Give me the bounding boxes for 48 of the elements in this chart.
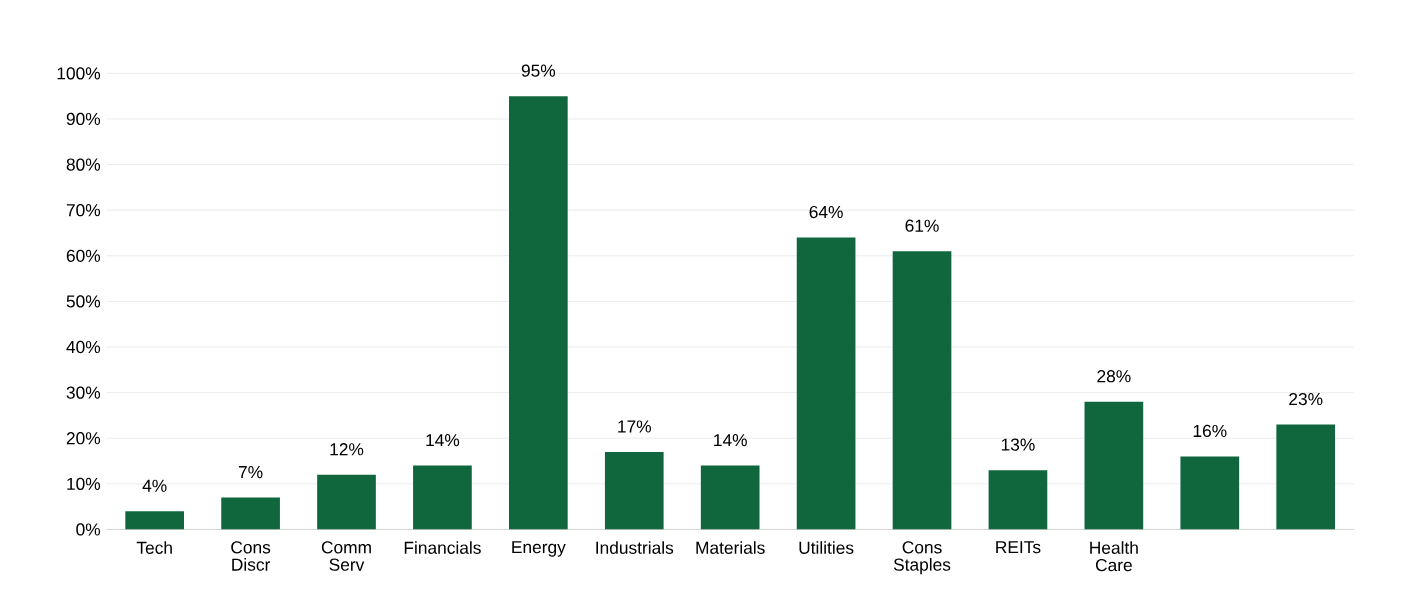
- y-tick-label: 10%: [67, 477, 101, 491]
- data-label: 13%: [1001, 438, 1035, 451]
- y-tick-label: 20%: [66, 432, 101, 445]
- data-label: 14%: [426, 434, 460, 447]
- y-tick-label: 30%: [66, 386, 101, 399]
- bar: [221, 497, 280, 530]
- bar: [509, 96, 568, 530]
- x-tick-label: Cons Staples: [893, 541, 951, 575]
- x-tick-label: Tech: [136, 541, 172, 555]
- data-label: 61%: [905, 219, 939, 232]
- x-tick-label: REITs: [996, 541, 1041, 554]
- data-label: 4%: [142, 479, 167, 492]
- bar: [1276, 424, 1336, 530]
- bar: [604, 452, 664, 530]
- x-tick-label: Energy: [512, 541, 566, 557]
- bar: [317, 474, 376, 530]
- data-label: 7%: [238, 466, 263, 479]
- y-tick-label: 70%: [66, 204, 101, 217]
- x-tick-label: Materials: [696, 541, 765, 555]
- bar: [796, 237, 856, 530]
- bar: [988, 470, 1048, 530]
- x-tick-label: Utilities: [799, 541, 854, 555]
- data-label: 12%: [330, 443, 364, 456]
- bar: [125, 511, 184, 530]
- data-label: 23%: [1289, 392, 1323, 406]
- x-tick-label: Health Care: [1090, 541, 1138, 572]
- bar: [413, 465, 472, 530]
- data-label: 16%: [1193, 424, 1227, 438]
- data-label: 17%: [618, 420, 651, 433]
- y-tick-label: 100%: [57, 67, 101, 80]
- data-label: 64%: [809, 205, 843, 219]
- x-tick-label: Comm Serv: [321, 541, 371, 571]
- bar: [892, 251, 952, 530]
- x-tick-label: Financials: [404, 541, 481, 555]
- data-label: 28%: [1097, 370, 1131, 383]
- y-tick-label: 90%: [66, 112, 101, 126]
- y-tick-label: 40%: [66, 340, 101, 354]
- bar: [700, 465, 760, 530]
- y-tick-label: 0%: [76, 523, 101, 536]
- x-tick-label: Industrials: [596, 541, 674, 555]
- y-tick-label: 80%: [66, 158, 101, 171]
- bar: [1180, 456, 1240, 530]
- y-tick-label: 50%: [66, 295, 101, 308]
- data-label: 95%: [521, 64, 556, 77]
- bar: [1084, 401, 1144, 530]
- x-tick-label: Cons Discr: [231, 541, 271, 571]
- y-tick-label: 60%: [66, 249, 101, 263]
- data-label: 14%: [714, 434, 747, 447]
